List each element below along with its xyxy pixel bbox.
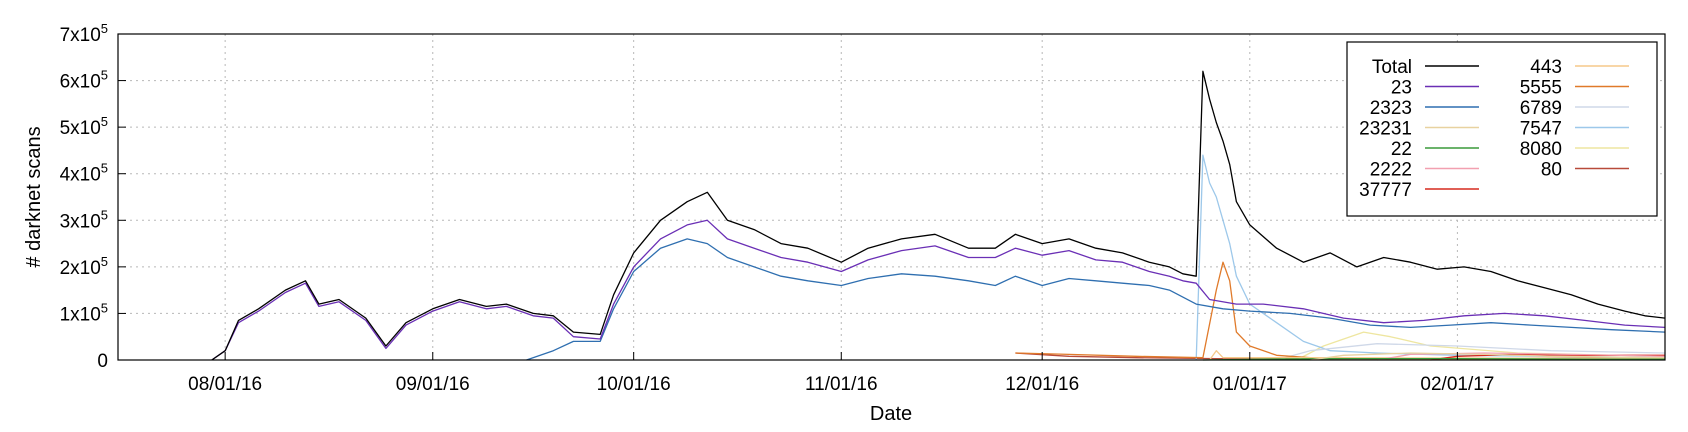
legend-label: 37777	[1359, 180, 1412, 201]
y-tick-label: 5x105	[60, 114, 108, 139]
x-tick-label: 09/01/16	[396, 374, 470, 395]
y-tick-exponent: 5	[101, 68, 108, 83]
legend: Total23232323231222222377774435555678975…	[1346, 41, 1658, 217]
y-tick-base: 4x10	[60, 165, 101, 186]
legend-label: 80	[1541, 160, 1562, 181]
legend-label: 2222	[1370, 160, 1412, 181]
series-line-7547	[1195, 154, 1666, 361]
legend-label: 23231	[1359, 119, 1412, 140]
y-tick-exponent: 5	[101, 254, 108, 269]
series-line-23	[211, 219, 1666, 361]
legend-box	[1346, 41, 1658, 217]
legend-label: 8080	[1520, 139, 1562, 160]
y-tick-base: 0	[97, 351, 108, 372]
y-tick-exponent: 5	[101, 161, 108, 176]
x-tick-label: 01/01/17	[1213, 374, 1287, 395]
legend-label: 7547	[1520, 119, 1562, 140]
legend-label: 23	[1391, 78, 1412, 99]
y-tick-label: 1x105	[60, 300, 108, 325]
x-axis-label: Date	[870, 403, 912, 425]
y-tick-exponent: 5	[101, 207, 108, 222]
y-tick-label: 7x105	[60, 21, 108, 46]
y-tick-label: 0	[97, 351, 108, 372]
legend-label: 22	[1391, 139, 1412, 160]
legend-label: 6789	[1520, 98, 1562, 119]
series-line-23231	[1310, 352, 1666, 361]
series-line-2323	[526, 238, 1666, 361]
series-line-6789	[1276, 343, 1666, 361]
series-line-2222	[1376, 352, 1666, 361]
x-tick-label: 10/01/16	[597, 374, 671, 395]
y-tick-exponent: 5	[101, 114, 108, 129]
y-tick-base: 6x10	[60, 72, 101, 93]
series-line-Total	[211, 70, 1666, 361]
y-axis-label: # darknet scans	[23, 126, 45, 267]
legend-label: 443	[1530, 57, 1562, 78]
y-tick-label: 3x105	[60, 207, 108, 232]
plot-frame	[117, 33, 1666, 361]
x-tick-label: 12/01/16	[1005, 374, 1079, 395]
legend-label: 5555	[1520, 78, 1562, 99]
y-tick-label: 2x105	[60, 254, 108, 279]
y-tick-label: 4x105	[60, 161, 108, 186]
series-line-5555	[1015, 261, 1666, 360]
x-tick-label: 02/01/17	[1420, 374, 1494, 395]
legend-label: 2323	[1370, 98, 1412, 119]
x-tick-label: 11/01/16	[805, 374, 878, 395]
legend-label: Total	[1372, 57, 1412, 78]
y-tick-exponent: 5	[101, 21, 108, 36]
x-tick-label: 08/01/16	[188, 374, 262, 395]
y-tick-base: 5x10	[60, 118, 101, 139]
y-tick-base: 1x10	[60, 304, 101, 325]
y-tick-exponent: 5	[101, 300, 108, 315]
series-line-22	[1202, 357, 1665, 361]
series-lines	[211, 70, 1666, 361]
y-tick-base: 7x10	[60, 25, 101, 46]
y-tick-base: 2x10	[60, 258, 101, 279]
y-tick-base: 3x10	[60, 211, 101, 232]
y-tick-label: 6x105	[60, 68, 108, 93]
x-axis-ticks: 08/01/16 09/01/16 10/01/16 11/01/16 12/01/16…	[188, 352, 1494, 395]
